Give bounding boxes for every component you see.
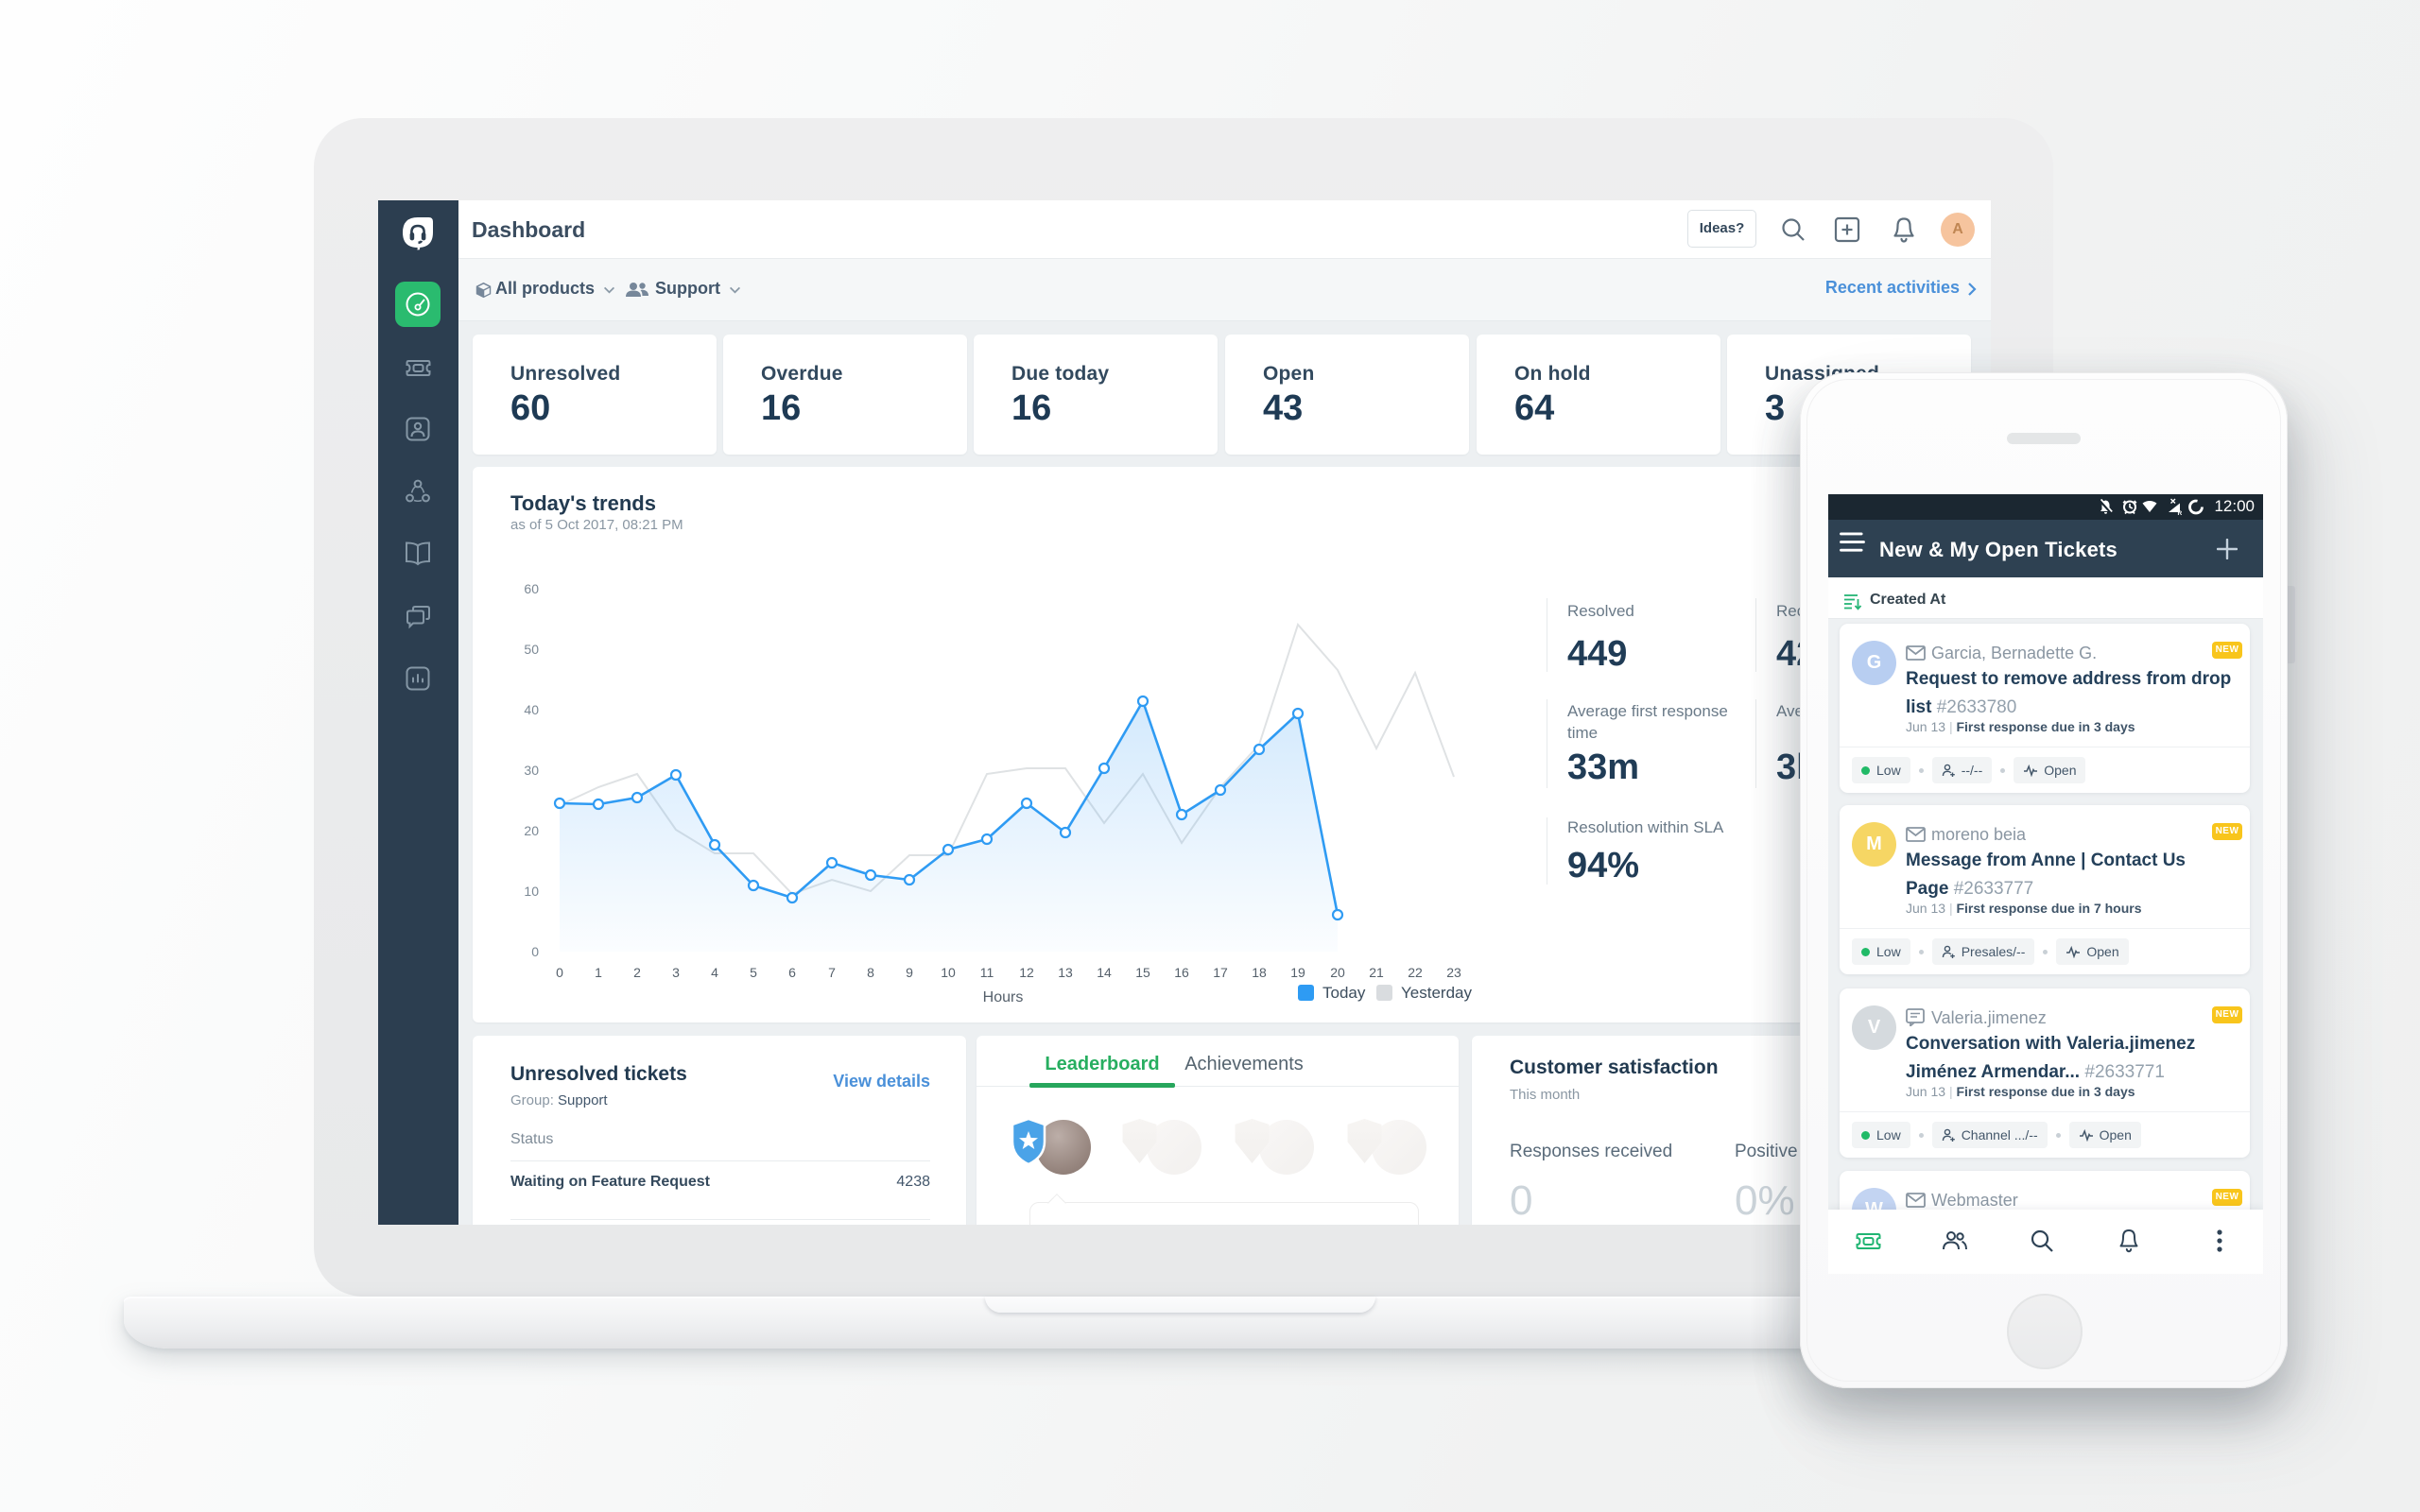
svg-text:6: 6: [788, 965, 796, 980]
svg-text:9: 9: [906, 965, 913, 980]
svg-text:7: 7: [828, 965, 836, 980]
svg-text:23: 23: [1446, 965, 1461, 980]
svg-text:2: 2: [633, 965, 641, 980]
svg-text:10: 10: [941, 965, 956, 980]
svg-text:13: 13: [1058, 965, 1073, 980]
svg-text:60: 60: [524, 581, 539, 596]
svg-text:17: 17: [1213, 965, 1228, 980]
svg-text:10: 10: [524, 884, 539, 899]
svg-text:22: 22: [1408, 965, 1423, 980]
svg-text:21: 21: [1369, 965, 1384, 980]
svg-text:20: 20: [524, 823, 539, 838]
svg-text:40: 40: [524, 702, 539, 717]
svg-text:50: 50: [524, 642, 539, 657]
svg-text:Hours: Hours: [983, 989, 1024, 1005]
svg-text:5: 5: [750, 965, 757, 980]
svg-text:R: R: [2178, 510, 2183, 516]
svg-text:1: 1: [595, 965, 602, 980]
svg-text:12: 12: [1019, 965, 1034, 980]
svg-text:18: 18: [1252, 965, 1267, 980]
svg-text:3: 3: [672, 965, 680, 980]
svg-text:Today: Today: [1322, 984, 1366, 1002]
svg-text:16: 16: [1174, 965, 1189, 980]
svg-text:0: 0: [531, 944, 539, 959]
svg-text:14: 14: [1097, 965, 1112, 980]
svg-text:19: 19: [1290, 965, 1305, 980]
svg-text:0: 0: [556, 965, 563, 980]
svg-text:30: 30: [524, 763, 539, 778]
svg-text:15: 15: [1135, 965, 1150, 980]
svg-text:11: 11: [980, 965, 994, 980]
svg-text:20: 20: [1330, 965, 1345, 980]
svg-text:4: 4: [711, 965, 718, 980]
svg-text:Yesterday: Yesterday: [1401, 984, 1472, 1002]
svg-text:8: 8: [867, 965, 874, 980]
